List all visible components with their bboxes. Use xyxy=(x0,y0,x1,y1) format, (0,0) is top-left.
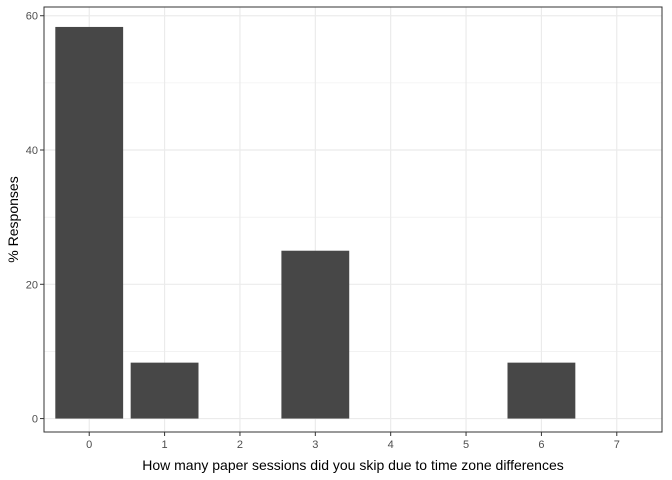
x-tick-label: 7 xyxy=(614,439,620,451)
y-tick-label: 20 xyxy=(26,279,38,291)
y-tick-label: 0 xyxy=(32,414,38,426)
bar xyxy=(130,362,199,419)
x-tick-label: 4 xyxy=(388,439,394,451)
x-tick-label: 6 xyxy=(538,439,544,451)
y-axis-title: % Responses xyxy=(5,176,21,262)
y-tick-label: 40 xyxy=(26,145,38,157)
x-tick-label: 5 xyxy=(463,439,469,451)
x-axis-title: How many paper sessions did you skip due… xyxy=(142,457,564,473)
axes: 0 20 40 60 0 1 2 3 4 5 6 7 xyxy=(26,11,620,451)
y-tick-label: 60 xyxy=(26,11,38,23)
bars xyxy=(55,26,576,419)
panel-border xyxy=(43,6,663,433)
grid-layer xyxy=(44,7,662,432)
bar xyxy=(281,250,350,419)
x-tick-label: 2 xyxy=(237,439,243,451)
x-tick-label: 3 xyxy=(312,439,318,451)
x-tick-label: 0 xyxy=(86,439,92,451)
bar xyxy=(55,26,124,419)
x-tick-label: 1 xyxy=(162,439,168,451)
bar xyxy=(507,362,576,419)
